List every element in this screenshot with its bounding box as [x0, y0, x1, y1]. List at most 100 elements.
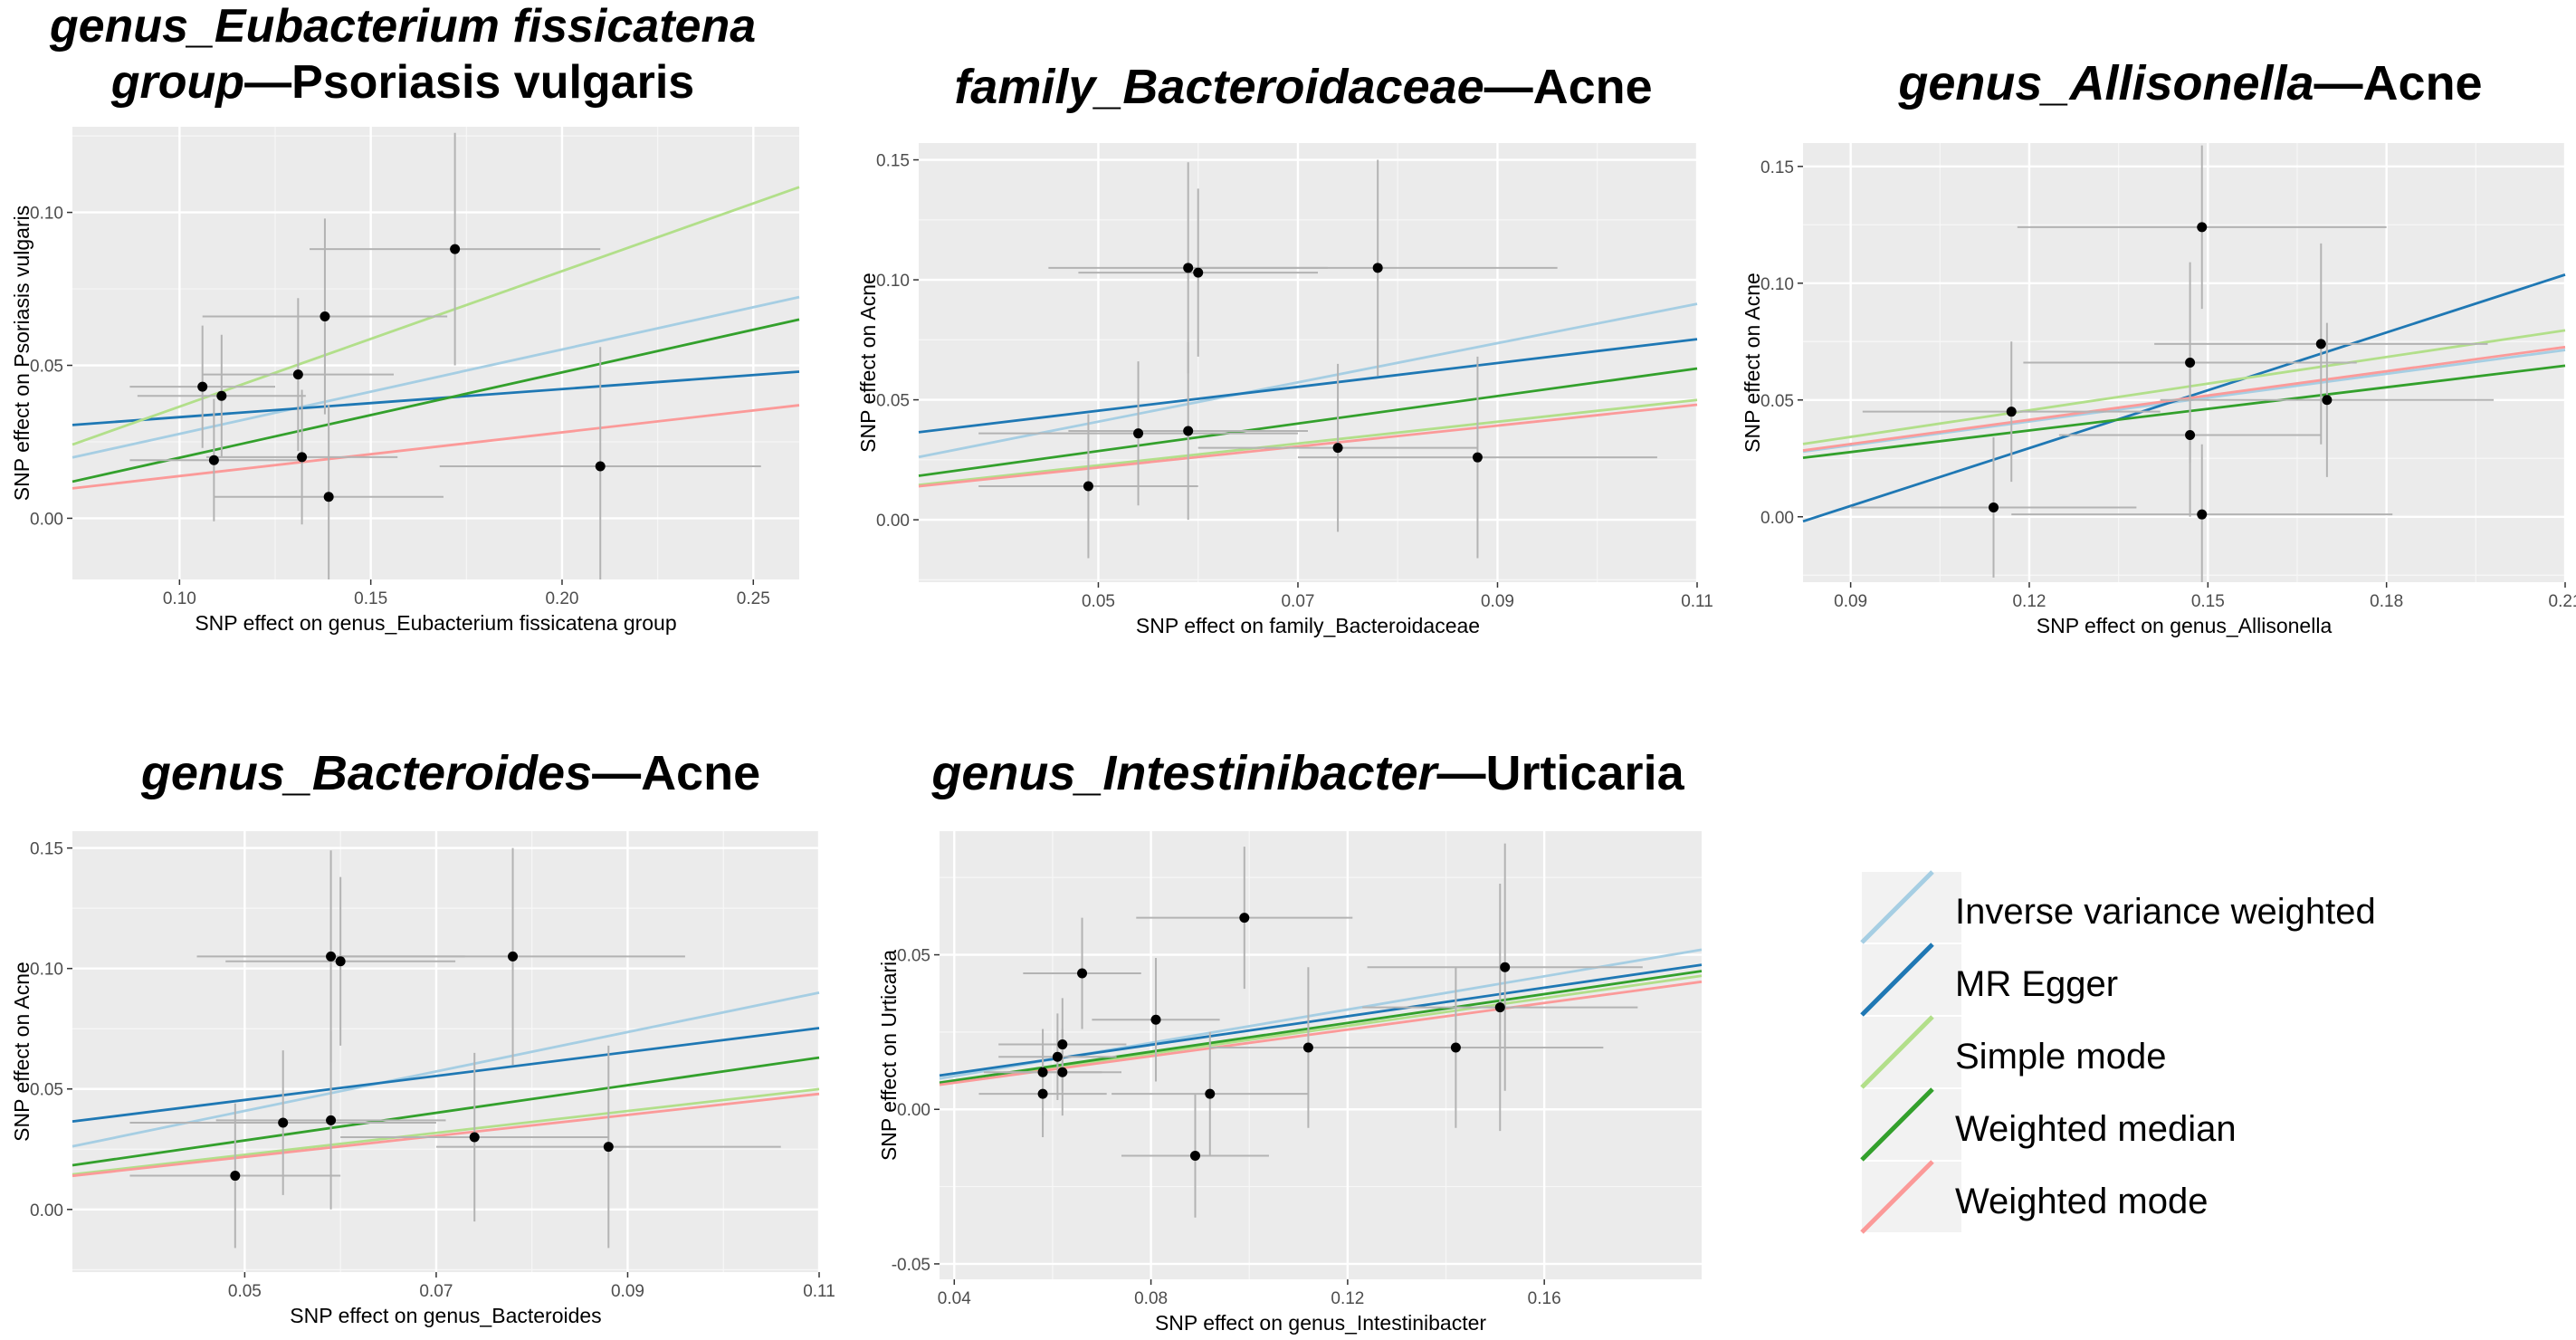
- panel-1-title-line-2: group—Psoriasis vulgaris: [110, 56, 694, 109]
- regression-line-median: [918, 367, 1698, 477]
- snp-point: [1183, 263, 1194, 273]
- snp-point: [326, 1115, 337, 1125]
- regression-line-egger: [72, 370, 800, 426]
- y-axis-label: SNP effect on Acne: [856, 273, 880, 453]
- regression-line-wmode: [72, 1092, 820, 1178]
- regression-line-simple: [939, 974, 1703, 1086]
- x-axis-label: SNP effect on genus_Bacteroides: [290, 1304, 601, 1327]
- legend-line-ivw: [1860, 870, 1934, 944]
- scatter-panel-bacteroides-acne: 0.05 0.07 0.09 0.11 0.00 0.05 0.10 0.15 SNP effe…: [10, 831, 835, 1327]
- y-tick-label: 0.00: [876, 512, 910, 531]
- snp-point: [335, 956, 346, 967]
- snp-point: [2315, 339, 2326, 349]
- snp-point: [2185, 358, 2196, 368]
- legend-line-simple-mode: [1860, 1015, 1934, 1089]
- x-tick-label: 0.09: [1834, 592, 1867, 611]
- snp-point: [278, 1117, 289, 1128]
- snp-point: [1239, 913, 1250, 924]
- x-tick-label: 0.11: [1681, 592, 1713, 611]
- y-tick-label: 0.15: [876, 152, 910, 171]
- snp-point: [2185, 429, 2196, 440]
- legend-line-egger: [1860, 943, 1934, 1017]
- regression-line-ivw: [72, 991, 820, 1148]
- regression-line-egger: [918, 338, 1698, 434]
- x-tick-label: 0.15: [2191, 592, 2225, 611]
- regression-line-median: [1802, 364, 2566, 460]
- x-tick-label: 0.07: [419, 1282, 453, 1301]
- snp-point: [1494, 1002, 1505, 1013]
- snp-point: [1083, 481, 1093, 492]
- y-tick-label: 0.05: [1760, 392, 1794, 411]
- regression-line-simple: [72, 1087, 820, 1176]
- legend-key-bg-2: [1862, 1017, 1961, 1087]
- scatter-panel-bacteroidaceae-acne: 0.05 0.07 0.09 0.11 0.00 0.05 0.10 0.15 SNP effe…: [856, 143, 1713, 637]
- y-tick-label: 0.15: [1760, 158, 1794, 177]
- legend-label-ivw: Inverse variance weighted: [1955, 892, 2376, 932]
- y-tick-label: 0.00: [30, 1201, 63, 1220]
- legend-key-bg-0: [1862, 872, 1961, 943]
- snp-point: [1500, 962, 1511, 972]
- snp-point: [1077, 968, 1088, 979]
- x-tick-label: 0.16: [1528, 1289, 1561, 1308]
- x-tick-label: 0.12: [1331, 1289, 1364, 1308]
- legend-label-weighted-mode: Weighted mode: [1955, 1182, 2208, 1221]
- y-tick-label: 0.05: [30, 358, 63, 377]
- snp-point: [1037, 1067, 1048, 1077]
- x-tick-label: 0.15: [354, 589, 387, 608]
- y-tick-label: 0.00: [1760, 509, 1794, 528]
- x-tick-label: 0.10: [163, 589, 196, 608]
- snp-point: [323, 492, 334, 502]
- scatter-panel-allisonella-acne: 0.09 0.12 0.15 0.18 0.21 0.00 0.05 0.10 0.15 SNP …: [1741, 143, 2576, 637]
- snp-point: [326, 951, 337, 962]
- legend-label-egger: MR Egger: [1955, 964, 2118, 1004]
- snp-point: [1332, 443, 1343, 454]
- x-tick-label: 0.05: [228, 1282, 262, 1301]
- snp-point: [2006, 407, 2017, 417]
- x-tick-label: 0.18: [2370, 592, 2403, 611]
- snp-point: [469, 1132, 480, 1143]
- snp-point: [2197, 222, 2208, 233]
- snp-point: [320, 311, 330, 321]
- panel-3-title: genus_Allisonella—Acne: [1897, 56, 2482, 110]
- regression-line-wmode: [918, 403, 1698, 488]
- legend-line-weighted-mode: [1860, 1160, 1934, 1234]
- regression-line-egger: [72, 1027, 820, 1124]
- legend-label-simple-mode: Simple mode: [1955, 1037, 2166, 1077]
- snp-point: [1183, 426, 1194, 436]
- snp-point: [1450, 1042, 1461, 1053]
- x-tick-label: 0.21: [2549, 592, 2576, 611]
- snp-point: [1472, 452, 1483, 463]
- snp-point: [197, 381, 208, 392]
- regression-line-ivw: [72, 295, 800, 459]
- plot-background: [72, 127, 799, 579]
- regression-line-wmode: [939, 980, 1703, 1086]
- x-axis-label: SNP effect on genus_Eubacterium fissicat…: [195, 611, 676, 635]
- regression-line-wmode: [72, 404, 800, 490]
- regression-line-median: [72, 318, 800, 483]
- x-tick-label: 0.12: [2012, 592, 2046, 611]
- regression-line-simple: [1802, 329, 2566, 445]
- snp-point: [1372, 263, 1383, 273]
- legend-line-weighted-median: [1860, 1087, 1934, 1162]
- legend-key-bg-3: [1862, 1089, 1961, 1160]
- y-tick-label: 0.00: [30, 510, 63, 529]
- snp-point: [208, 455, 219, 465]
- legend-key-bg-1: [1862, 944, 1961, 1015]
- y-tick-label: 0.05: [876, 392, 910, 411]
- snp-point: [1057, 1039, 1068, 1050]
- snp-point: [297, 452, 308, 463]
- x-tick-label: 0.09: [1481, 592, 1514, 611]
- y-axis-label: SNP effect on Urticaria: [877, 950, 901, 1161]
- y-tick-label: 0.00: [897, 1101, 930, 1120]
- y-axis-label: SNP effect on Acne: [10, 962, 33, 1142]
- method-legend: Inverse variance weighted MR Egger Simpl…: [1860, 870, 2376, 1234]
- x-tick-label: 0.08: [1134, 1289, 1168, 1308]
- panel-4-title: genus_Bacteroides—Acne: [140, 746, 760, 800]
- y-tick-label: 0.10: [30, 961, 63, 980]
- snp-point: [603, 1142, 614, 1153]
- plot-background: [72, 831, 819, 1272]
- plot-background: [919, 143, 1697, 582]
- snp-point: [508, 951, 519, 962]
